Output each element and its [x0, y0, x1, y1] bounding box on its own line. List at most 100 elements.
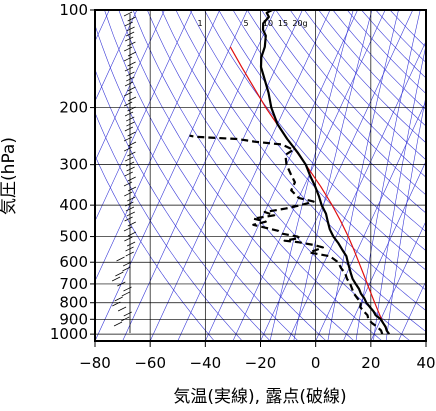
wind-barb: [125, 156, 134, 162]
wind-barb: [127, 131, 136, 137]
isotherm-line: [95, 10, 165, 162]
wind-barb: [116, 256, 125, 262]
dry-adiabat-line: [118, 10, 355, 341]
isotherm-line: [315, 100, 426, 341]
wind-barb: [125, 206, 135, 212]
wind-barb: [117, 281, 126, 287]
wind-barb: [127, 96, 137, 102]
mixing-ratio-line: [327, 10, 399, 341]
dry-adiabat-line: [275, 10, 426, 178]
wind-barb: [127, 231, 137, 237]
dry-adiabat-line: [218, 10, 426, 252]
frame-layer: [90, 9, 427, 347]
wind-barb: [127, 221, 136, 227]
y-tick-label: 400: [59, 196, 88, 214]
wind-barb: [124, 66, 134, 72]
y-tick-label: 100: [59, 1, 88, 19]
wind-barb: [125, 31, 135, 37]
y-tick-label: 600: [59, 253, 88, 271]
isotherm-line: [398, 280, 426, 341]
wind-barb: [124, 81, 134, 87]
wind-barb: [125, 161, 135, 167]
x-tick-label: −60: [134, 354, 166, 372]
isotherm-line: [370, 220, 426, 341]
wind-barb: [123, 181, 133, 187]
dry-adiabat-line: [161, 10, 426, 333]
y-tick-label: 500: [59, 228, 88, 246]
isotherm-line: [205, 10, 358, 341]
wind-barb: [124, 111, 134, 117]
wind-barb: [127, 151, 136, 157]
wind-barb: [126, 241, 136, 247]
wind-barb: [123, 101, 133, 107]
isotherm-line: [95, 10, 193, 222]
wind-barb: [123, 226, 133, 232]
y-tick-label: 800: [59, 294, 88, 312]
mixing-ratio-line: [385, 94, 426, 341]
isotherm-line: [149, 10, 303, 341]
isotherm-line: [122, 10, 276, 341]
mixing-ratio-label: 20g: [292, 19, 307, 28]
wind-barb: [127, 16, 136, 22]
wind-barb: [127, 86, 136, 92]
dry-adiabat-line: [289, 10, 426, 161]
y-tick-label: 900: [59, 310, 88, 328]
mixing-ratio-line: [269, 10, 354, 341]
wind-barb: [127, 51, 137, 57]
wind-barb: [127, 41, 136, 47]
wind-barb: [121, 291, 130, 297]
wind-barb: [124, 21, 133, 27]
wind-barb: [124, 46, 133, 52]
x-tick-label: 0: [311, 354, 321, 372]
wind-barb: [124, 191, 133, 197]
wind-barb: [121, 316, 130, 322]
wind-barb: [127, 106, 136, 112]
wind-barb: [126, 26, 135, 32]
x-tick-label: −20: [245, 354, 277, 372]
isotherm-line: [260, 10, 414, 341]
dry-adiabat-line: [95, 68, 271, 341]
wind-barb: [126, 76, 135, 82]
wind-barb: [122, 266, 131, 272]
wind-barb: [127, 176, 136, 182]
wind-barb: [125, 36, 134, 42]
wind-barb: [123, 286, 132, 292]
wind-barb: [127, 61, 136, 67]
y-tick-label: 200: [59, 99, 88, 117]
series-layer: [111, 10, 391, 335]
x-tick-label: −80: [79, 354, 111, 372]
mixing-ratio-label: 5: [243, 19, 248, 28]
x-axis-title: 気温(実線), 露点(破線): [173, 387, 346, 407]
dry-adiabat-line: [204, 10, 426, 271]
y-axis-title: 気圧(hPa): [0, 137, 19, 215]
wind-barb: [125, 201, 134, 207]
dry-adiabat-line: [95, 111, 243, 341]
mixing-ratio-line: [373, 43, 426, 341]
wind-barb: [123, 91, 133, 97]
wind-barb: [125, 251, 134, 257]
isotherm-line: [177, 10, 331, 341]
dry-adiabat-line: [147, 10, 411, 341]
y-tick-label: 700: [59, 275, 88, 293]
dry-adiabat-line: [132, 10, 383, 341]
wind-barb: [126, 71, 135, 77]
wind-barb: [125, 246, 134, 252]
wind-barb: [123, 261, 132, 267]
x-tick-label: −40: [190, 354, 222, 372]
wind-barb: [117, 306, 127, 312]
wind-barb: [111, 276, 121, 282]
wind-barb: [126, 166, 135, 172]
dry-adiabat-line: [246, 10, 426, 214]
wind-barb: [115, 271, 124, 277]
wind-barb: [114, 296, 123, 302]
wind-barb: [112, 301, 121, 307]
wind-barb: [126, 116, 135, 122]
wind-barb: [127, 141, 137, 147]
wind-barb: [113, 321, 123, 327]
dry-adiabat-line: [104, 10, 327, 341]
x-tick-label: 20: [361, 354, 380, 372]
wind-barb: [123, 136, 133, 142]
wind-barb: [124, 236, 133, 242]
mixing-ratio-label: 15: [278, 19, 288, 28]
